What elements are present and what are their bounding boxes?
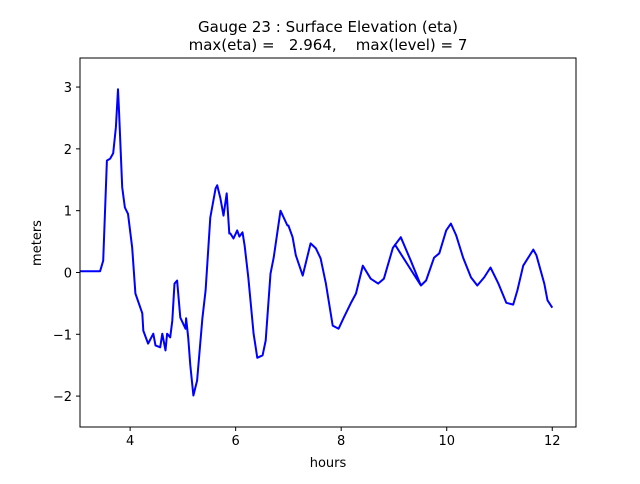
- x-axis-ticks: 4 6 8 10 12: [126, 427, 561, 449]
- x-axis-label: hours: [310, 456, 347, 471]
- y-tick-label: −1: [53, 328, 72, 343]
- y-tick-label: 1: [64, 205, 72, 220]
- y-axis-ticks: 3 2 1 0 −1 −2: [53, 81, 80, 405]
- y-tick-label: 2: [64, 143, 72, 158]
- x-tick-label: 10: [438, 434, 455, 449]
- series-line-eta: [80, 88, 554, 397]
- chart-subtitle: max(eta) = 2.964, max(level) = 7: [189, 36, 468, 54]
- x-tick-label: 12: [544, 434, 561, 449]
- x-tick-label: 4: [126, 434, 134, 449]
- y-axis-label: meters: [30, 220, 45, 266]
- y-tick-label: 0: [64, 266, 72, 281]
- x-tick-label: 6: [232, 434, 240, 449]
- plot-frame: [79, 57, 577, 428]
- y-tick-label: −2: [53, 390, 72, 405]
- y-tick-label: 3: [64, 81, 72, 96]
- chart-title: Gauge 23 : Surface Elevation (eta): [198, 18, 458, 36]
- x-tick-label: 8: [337, 434, 345, 449]
